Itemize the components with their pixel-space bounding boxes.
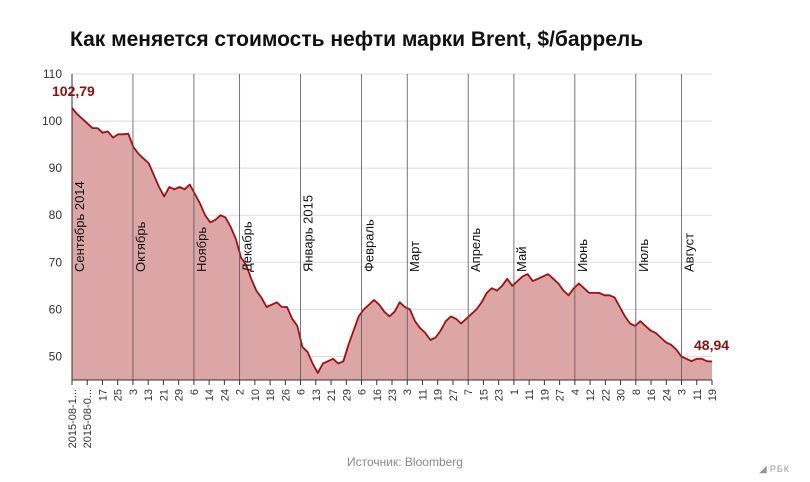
month-label: Апрель <box>468 228 483 272</box>
x-tick-label: 7 <box>463 389 475 395</box>
x-tick-label: 19 <box>539 389 551 401</box>
month-label: Сентябрь 2014 <box>72 181 87 272</box>
value-labels: 102,79 48,94 <box>52 83 729 353</box>
month-label: Июнь <box>575 239 590 272</box>
x-tick-label: 19 <box>433 389 445 401</box>
month-label: Январь 2015 <box>301 195 316 272</box>
x-tick-label: 2015-08-0... <box>82 389 94 448</box>
x-tick-label: 3 <box>128 389 140 395</box>
month-label: Март <box>407 241 422 272</box>
brand-arrow-icon: ◢ <box>759 464 768 475</box>
x-tick-label: 6 <box>296 389 308 395</box>
brand-logo: ◢ РБК <box>759 464 790 475</box>
x-tick-label: 21 <box>326 389 338 401</box>
x-tick-label: 23 <box>387 389 399 401</box>
x-tick-label: 1 <box>509 389 521 395</box>
x-tick-label: 27 <box>448 389 460 401</box>
x-tick-label: 19 <box>707 389 719 401</box>
y-tick-label: 60 <box>49 302 63 316</box>
x-tick-label: 11 <box>417 389 429 400</box>
x-tick-label: 14 <box>204 389 216 401</box>
x-tick-label: 2015-08-1... <box>67 389 79 448</box>
x-tick-label: 2 <box>235 389 247 395</box>
x-tick-label: 18 <box>265 389 277 401</box>
month-label: Февраль <box>362 219 377 272</box>
y-tick-label: 50 <box>49 349 63 363</box>
month-label: Май <box>514 247 529 272</box>
y-tick-label: 80 <box>49 208 63 222</box>
x-tick-label: 24 <box>219 389 231 401</box>
x-tick-label: 15 <box>478 389 490 401</box>
x-tick-label: 4 <box>570 389 582 395</box>
y-tick-label: 100 <box>42 114 62 128</box>
x-tick-label: 16 <box>372 389 384 401</box>
y-tick-label: 110 <box>43 67 62 81</box>
x-tick-label: 23 <box>494 389 506 401</box>
month-label: Октябрь <box>133 221 148 272</box>
source-note: Источник: Bloomberg <box>347 455 463 469</box>
x-tick-label: 16 <box>646 389 658 401</box>
x-tick-label: 24 <box>661 389 673 401</box>
price-line <box>71 107 713 374</box>
start-value-label: 102,79 <box>52 83 95 99</box>
price-area-layer <box>71 107 713 381</box>
brand-label: РБК <box>769 464 790 474</box>
x-tick-label: 29 <box>341 389 353 401</box>
chart-title: Как меняется стоимость нефти марки Brent… <box>70 28 644 51</box>
y-tick-label: 70 <box>49 255 63 269</box>
x-tick-label: 27 <box>555 389 567 401</box>
x-tick-label: 30 <box>616 389 628 401</box>
month-separators: Сентябрь 2014 Октябрь Ноябрь Декабрь Январь … <box>72 74 697 380</box>
x-tick-label: 12 <box>585 389 597 401</box>
x-tick-label: 11 <box>692 389 704 400</box>
x-tick-label: 3 <box>402 389 414 395</box>
price-area <box>72 107 712 381</box>
x-tick-label: 13 <box>311 389 323 401</box>
x-tick-label: 25 <box>113 389 125 401</box>
month-label: Декабрь <box>240 221 255 272</box>
x-tick-label: 11 <box>524 389 536 400</box>
month-label: Ноябрь <box>194 227 209 272</box>
month-label: Август <box>682 233 697 272</box>
month-label: Июль <box>636 239 651 272</box>
x-tick-label: 8 <box>631 389 643 395</box>
x-tick-label: 17 <box>97 389 109 401</box>
x-tick-label: 22 <box>600 389 612 401</box>
x-tick-label: 6 <box>189 389 201 395</box>
y-tick-label: 90 <box>49 161 63 175</box>
x-tick-label: 26 <box>280 389 292 401</box>
x-tick-label: 6 <box>357 389 369 395</box>
end-value-label: 48,94 <box>694 337 729 353</box>
x-tick-label: 13 <box>143 389 155 401</box>
x-tick-label: 29 <box>174 389 186 401</box>
x-tick-label: 3 <box>677 389 689 395</box>
x-tick-label: 21 <box>158 389 170 401</box>
x-tick-label: 10 <box>250 389 262 401</box>
